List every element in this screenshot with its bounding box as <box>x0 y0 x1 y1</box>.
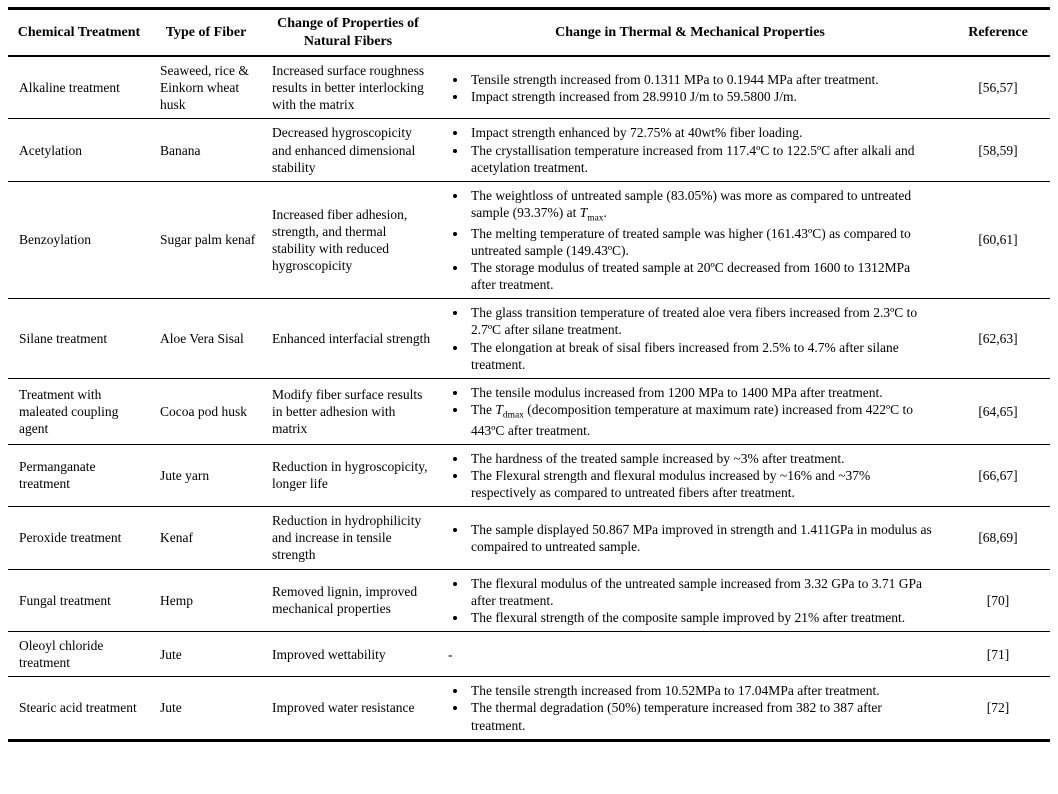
fiber-treatment-table: Chemical Treatment Type of Fiber Change … <box>8 7 1050 742</box>
chemical-treatment-cell: Treatment with maleated coupling agent <box>8 378 150 445</box>
bullet-item: The sample displayed 50.867 MPa improved… <box>468 521 936 555</box>
table-row: Stearic acid treatment Jute Improved wat… <box>8 677 1050 740</box>
bullet-item: Tensile strength increased from 0.1311 M… <box>468 71 936 88</box>
bullet-list: The sample displayed 50.867 MPa improved… <box>436 521 936 555</box>
bullet-item: The Flexural strength and flexural modul… <box>468 467 936 501</box>
reference-cell: [70] <box>946 569 1050 633</box>
property-change-cell: Removed lignin, improved mechanical prop… <box>262 569 434 633</box>
table-row: Treatment with maleated coupling agent C… <box>8 378 1050 445</box>
fiber-type-cell: Cocoa pod husk <box>150 378 262 445</box>
reference-cell: [58,59] <box>946 118 1050 182</box>
fiber-type-cell: Seaweed, rice & Einkorn wheat husk <box>150 56 262 120</box>
table-header-row: Chemical Treatment Type of Fiber Change … <box>8 8 1050 57</box>
property-change-cell: Increased fiber adhesion, strength, and … <box>262 181 434 300</box>
header-type-of-fiber: Type of Fiber <box>150 8 262 57</box>
bullet-item: The Tdmax (decomposition temperature at … <box>468 401 936 439</box>
header-thermal-mechanical: Change in Thermal & Mechanical Propertie… <box>434 8 946 57</box>
table-row: Permanganate treatment Jute yarn Reducti… <box>8 444 1050 508</box>
bullet-list: The flexural modulus of the untreated sa… <box>436 575 936 626</box>
property-change-cell: Increased surface roughness results in b… <box>262 56 434 120</box>
bullet-list: Impact strength enhanced by 72.75% at 40… <box>436 124 936 175</box>
fiber-type-cell: Sugar palm kenaf <box>150 181 262 300</box>
header-change-of-properties: Change of Properties of Natural Fibers <box>262 8 434 57</box>
bullet-item: The storage modulus of treated sample at… <box>468 259 936 293</box>
table-row: Acetylation Banana Decreased hygroscopic… <box>8 118 1050 182</box>
bullet-item: The elongation at break of sisal fibers … <box>468 339 936 373</box>
table-row: Fungal treatment Hemp Removed lignin, im… <box>8 569 1050 633</box>
bullet-list: The glass transition temperature of trea… <box>436 304 936 373</box>
bullet-list: The hardness of the treated sample incre… <box>436 450 936 501</box>
bullet-item: The flexural strength of the composite s… <box>468 609 936 626</box>
bullet-item: The thermal degradation (50%) temperatur… <box>468 699 936 733</box>
thermal-mechanical-cell: The tensile modulus increased from 1200 … <box>434 378 946 445</box>
fiber-type-cell: Banana <box>150 118 262 182</box>
reference-cell: [72] <box>986 700 1010 716</box>
bullet-item: Impact strength enhanced by 72.75% at 40… <box>468 124 936 141</box>
property-change-cell: Reduction in hygroscopicity, longer life <box>262 444 434 508</box>
reference-cell: [62,63] <box>946 298 1050 379</box>
bullet-list: The tensile modulus increased from 1200 … <box>436 384 936 439</box>
thermal-mechanical-cell: The hardness of the treated sample incre… <box>434 444 946 508</box>
fiber-type-cell: Hemp <box>150 569 262 633</box>
table-row: Peroxide treatment Kenaf Reduction in hy… <box>8 506 1050 570</box>
fiber-type-cell: Kenaf <box>150 506 262 570</box>
thermal-mechanical-cell: The flexural modulus of the untreated sa… <box>434 569 946 633</box>
bullet-list: Tensile strength increased from 0.1311 M… <box>436 71 936 105</box>
table-row: Alkaline treatment Seaweed, rice & Einko… <box>8 56 1050 120</box>
bullet-list: The tensile strength increased from 10.5… <box>436 682 936 733</box>
bullet-item: The tensile modulus increased from 1200 … <box>468 384 936 401</box>
chemical-treatment-cell: Alkaline treatment <box>8 56 150 120</box>
chemical-treatment-cell: Benzoylation <box>8 181 150 300</box>
bullet-item: The flexural modulus of the untreated sa… <box>468 575 936 609</box>
property-change-cell: Reduction in hydrophilicity and increase… <box>262 506 434 570</box>
thermal-mechanical-cell: The weightloss of untreated sample (83.0… <box>434 181 946 300</box>
reference-cell: [56,57] <box>946 56 1050 120</box>
reference-cell: [66,67] <box>946 444 1050 508</box>
reference-cell: [64,65] <box>946 378 1050 445</box>
property-change-cell: Modify fiber surface results in better a… <box>262 378 434 445</box>
bullet-item: The glass transition temperature of trea… <box>468 304 936 338</box>
table-row: Oleoyl chloride treatment Jute Improved … <box>8 631 1050 678</box>
reference-cell: [71] <box>946 631 1050 678</box>
chemical-treatment-cell: Acetylation <box>8 118 150 182</box>
property-change-cell: Improved wettability <box>262 631 434 678</box>
header-reference: Reference <box>946 8 1050 57</box>
property-change-cell: Decreased hygroscopicity and enhanced di… <box>262 118 434 182</box>
table-body: Alkaline treatment Seaweed, rice & Einko… <box>8 56 1050 740</box>
reference-cell: [60,61] <box>946 181 1050 300</box>
property-change-cell: Enhanced interfacial strength <box>262 298 434 379</box>
fiber-type-cell: Jute yarn <box>150 444 262 508</box>
thermal-mechanical-cell: Impact strength enhanced by 72.75% at 40… <box>434 118 946 182</box>
header-chemical-treatment: Chemical Treatment <box>8 8 150 57</box>
table-row: Silane treatment Aloe Vera Sisal Enhance… <box>8 298 1050 379</box>
bullet-list: The weightloss of untreated sample (83.0… <box>436 187 936 293</box>
chemical-treatment-cell: Oleoyl chloride treatment <box>8 631 150 678</box>
bullet-item: The hardness of the treated sample incre… <box>468 450 936 467</box>
thermal-mechanical-cell: Tensile strength increased from 0.1311 M… <box>434 56 946 120</box>
chemical-treatment-cell: Silane treatment <box>8 298 150 379</box>
no-data-dash: - <box>448 646 453 662</box>
table-row: Benzoylation Sugar palm kenaf Increased … <box>8 181 1050 300</box>
fiber-type-cell: Jute <box>150 631 262 678</box>
reference-cell: [68,69] <box>946 506 1050 570</box>
bullet-item: The crystallisation temperature increase… <box>468 142 936 176</box>
bullet-item: The tensile strength increased from 10.5… <box>468 682 936 699</box>
property-change-cell: Improved water resistance <box>272 700 415 716</box>
chemical-treatment-cell: Stearic acid treatment <box>19 700 137 716</box>
fiber-type-cell: Jute <box>160 700 182 716</box>
bullet-item: Impact strength increased from 28.9910 J… <box>468 88 936 105</box>
bullet-item: The weightloss of untreated sample (83.0… <box>468 187 936 225</box>
thermal-mechanical-cell: The tensile strength increased from 10.5… <box>434 677 946 740</box>
chemical-treatment-cell: Permanganate treatment <box>8 444 150 508</box>
fiber-type-cell: Aloe Vera Sisal <box>150 298 262 379</box>
chemical-treatment-cell: Peroxide treatment <box>8 506 150 570</box>
thermal-mechanical-cell: The glass transition temperature of trea… <box>434 298 946 379</box>
bullet-item: The melting temperature of treated sampl… <box>468 225 936 259</box>
chemical-treatment-cell: Fungal treatment <box>8 569 150 633</box>
thermal-mechanical-cell: The sample displayed 50.867 MPa improved… <box>434 506 946 570</box>
thermal-mechanical-cell: - <box>434 631 946 678</box>
